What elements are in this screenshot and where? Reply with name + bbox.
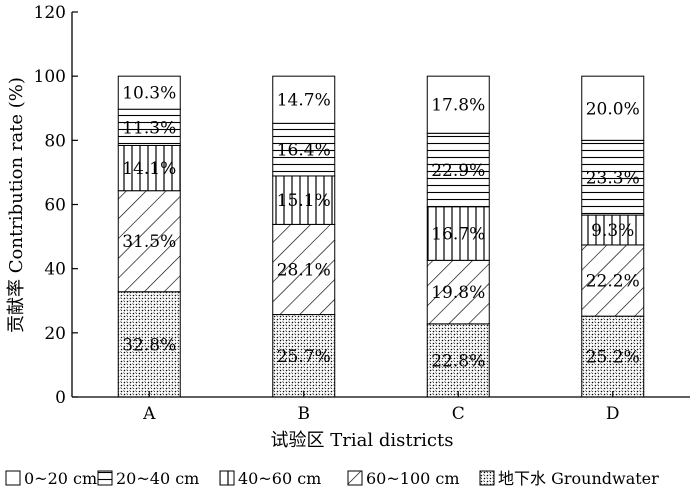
segment-label: 9.3% xyxy=(591,221,634,241)
bar-segment-d-groundwater xyxy=(581,315,645,398)
y-tick-label: 120 xyxy=(34,3,66,23)
segment-label: 20.0% xyxy=(586,99,640,119)
segment-label: 19.8% xyxy=(431,283,485,303)
x-ticks: A B C D xyxy=(142,391,620,424)
segment-label: 25.7% xyxy=(277,347,331,367)
segment-label: 22.9% xyxy=(431,161,485,181)
y-axis-title: 贡献率 Contribution rate (%) xyxy=(6,77,27,333)
bar-segment-d-0-20-cm xyxy=(581,75,645,141)
legend-swatch-20-40-cm xyxy=(97,470,113,486)
segment-labels-layer: 32.8% 31.5% 14.1% 11.3% 10.3% 25.7% 28.1% 15.1%… xyxy=(122,84,640,372)
legend-swatch-60-100-cm xyxy=(347,470,363,486)
x-tick-label: B xyxy=(298,404,311,424)
bar-segment-b-0-20-cm xyxy=(272,75,336,124)
segment-label: 25.2% xyxy=(586,348,640,368)
bar-segment-a-groundwater xyxy=(117,291,181,398)
segment-label: 11.3% xyxy=(122,118,176,138)
bar-segment-a-20-40-cm xyxy=(117,108,181,146)
bar-segment-c-60-100-cm xyxy=(426,259,490,325)
x-tick-label: C xyxy=(452,404,465,424)
bars-layer xyxy=(117,75,645,398)
legend-swatch-groundwater xyxy=(479,470,495,486)
legend-label: 60~100 cm xyxy=(366,469,460,488)
bar-segment-a-60-100-cm xyxy=(117,190,181,293)
segment-label: 31.5% xyxy=(122,232,176,252)
segment-label: 14.7% xyxy=(277,91,331,111)
segment-label: 14.1% xyxy=(122,159,176,179)
x-tick-label: A xyxy=(142,404,156,424)
legend-swatch-40-60-cm xyxy=(219,470,235,486)
x-axis-title: 试验区 Trial districts xyxy=(271,430,454,451)
y-tick-label: 80 xyxy=(44,131,66,151)
bar-segment-b-60-100-cm xyxy=(272,223,336,316)
x-tick-label: D xyxy=(606,404,620,424)
legend-label: 0~20 cm xyxy=(24,469,97,488)
segment-label: 23.3% xyxy=(586,169,640,189)
y-tick-label: 60 xyxy=(44,196,66,216)
segment-label: 10.3% xyxy=(122,84,176,104)
y-tick-label: 20 xyxy=(44,324,66,344)
bar-segment-c-40-60-cm xyxy=(426,206,490,261)
bar-segment-b-groundwater xyxy=(272,314,336,398)
legend-label: 20~40 cm xyxy=(116,469,199,488)
legend-label: 地下水 Groundwater xyxy=(498,469,659,488)
bar-segment-c-0-20-cm xyxy=(426,75,490,134)
bar-segment-a-0-20-cm xyxy=(117,75,181,110)
legend-label: 40~60 cm xyxy=(238,469,321,488)
segment-label: 16.4% xyxy=(277,141,331,161)
legend-swatch-0-20-cm xyxy=(5,470,21,486)
bar-segment-b-40-60-cm xyxy=(272,175,336,225)
y-ticks: 0 20 40 60 80 100 120 xyxy=(34,3,78,408)
bar-segment-c-groundwater xyxy=(426,323,490,398)
segment-label: 22.8% xyxy=(431,351,485,371)
segment-label: 32.8% xyxy=(122,335,176,355)
segment-label: 28.1% xyxy=(277,260,331,280)
segment-label: 16.7% xyxy=(431,225,485,245)
segment-label: 15.1% xyxy=(277,191,331,211)
bar-segment-d-60-100-cm xyxy=(581,244,645,317)
bar-segment-d-20-40-cm xyxy=(581,139,645,216)
bar-segment-d-40-60-cm xyxy=(581,214,645,246)
y-tick-label: 0 xyxy=(55,388,66,408)
legend: 0~20 cm 20~40 cm 40~60 cm 60~100 cm 地下水 Grou… xyxy=(5,469,659,488)
y-tick-label: 100 xyxy=(34,67,66,87)
y-tick-label: 40 xyxy=(44,260,66,280)
bar-segment-b-20-40-cm xyxy=(272,122,336,177)
segment-label: 17.8% xyxy=(431,96,485,116)
segment-label: 22.2% xyxy=(586,272,640,292)
